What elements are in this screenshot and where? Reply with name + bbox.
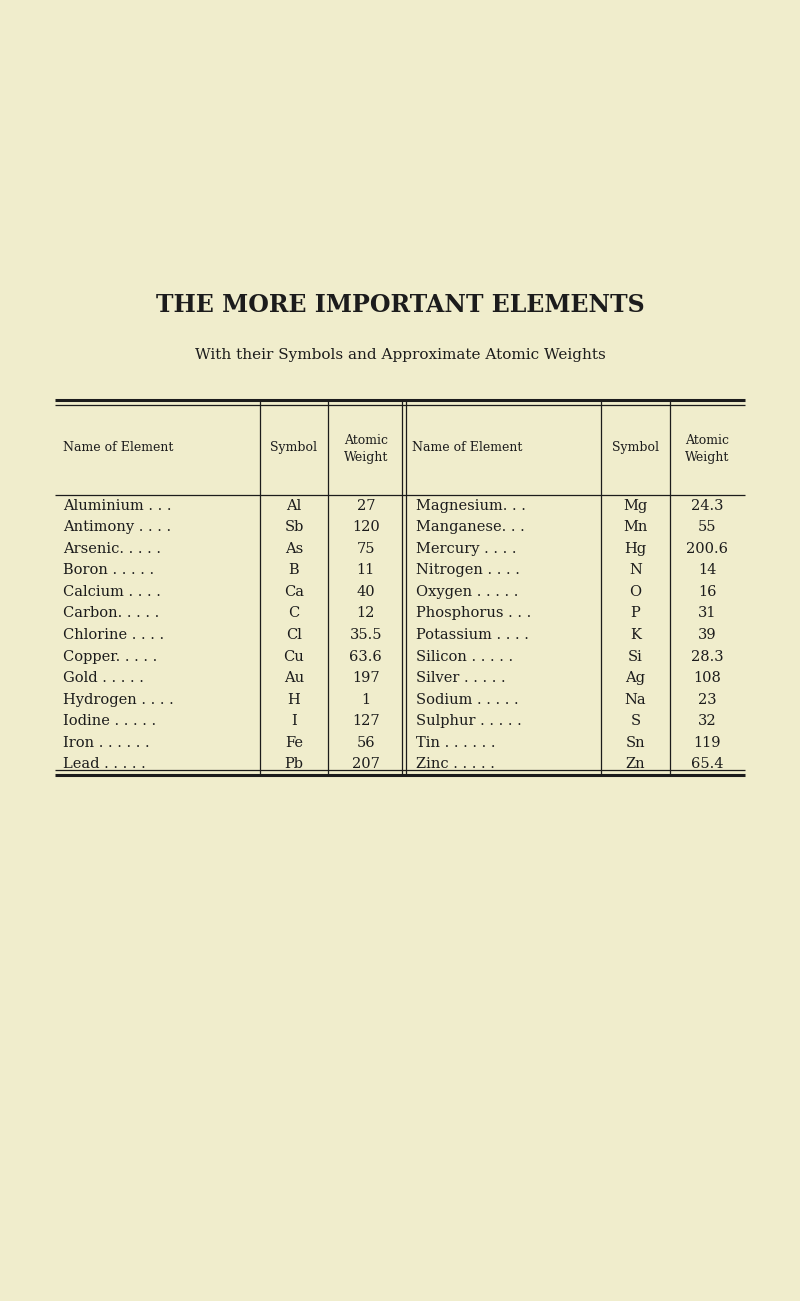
Text: 56: 56 — [357, 735, 375, 749]
Text: Symbol: Symbol — [270, 441, 318, 454]
Text: Magnesium. . .: Magnesium. . . — [415, 498, 526, 513]
Text: Cl: Cl — [286, 628, 302, 641]
Text: Chlorine . . . .: Chlorine . . . . — [63, 628, 164, 641]
Text: 39: 39 — [698, 628, 717, 641]
Text: 127: 127 — [352, 714, 380, 729]
Text: Copper. . . . .: Copper. . . . . — [63, 649, 158, 664]
Text: Pb: Pb — [285, 757, 303, 771]
Text: 119: 119 — [694, 735, 721, 749]
Text: With their Symbols and Approximate Atomic Weights: With their Symbols and Approximate Atomi… — [194, 347, 606, 362]
Text: 108: 108 — [694, 671, 722, 686]
Text: Mn: Mn — [623, 520, 647, 535]
Text: Atomic: Atomic — [344, 435, 388, 448]
Text: 200.6: 200.6 — [686, 541, 728, 556]
Text: Ag: Ag — [626, 671, 646, 686]
Text: Name of Element: Name of Element — [63, 441, 174, 454]
Text: Weight: Weight — [685, 451, 730, 464]
Text: 120: 120 — [352, 520, 380, 535]
Text: 197: 197 — [352, 671, 380, 686]
Text: Aluminium . . .: Aluminium . . . — [63, 498, 171, 513]
Text: O: O — [630, 585, 642, 598]
Text: 40: 40 — [357, 585, 375, 598]
Text: Na: Na — [625, 692, 646, 706]
Text: 12: 12 — [357, 606, 375, 621]
Text: Au: Au — [284, 671, 304, 686]
Text: 35.5: 35.5 — [350, 628, 382, 641]
Text: Si: Si — [628, 649, 643, 664]
Text: Arsenic. . . . .: Arsenic. . . . . — [63, 541, 161, 556]
Text: 11: 11 — [357, 563, 375, 578]
Text: 63.6: 63.6 — [350, 649, 382, 664]
Text: Symbol: Symbol — [612, 441, 659, 454]
Text: 75: 75 — [357, 541, 375, 556]
Text: THE MORE IMPORTANT ELEMENTS: THE MORE IMPORTANT ELEMENTS — [156, 293, 644, 317]
Text: Weight: Weight — [344, 451, 388, 464]
Text: S: S — [630, 714, 641, 729]
Text: Sn: Sn — [626, 735, 646, 749]
Text: B: B — [289, 563, 299, 578]
Text: N: N — [629, 563, 642, 578]
Text: K: K — [630, 628, 641, 641]
Text: P: P — [630, 606, 640, 621]
Text: Manganese. . .: Manganese. . . — [415, 520, 524, 535]
Text: 1: 1 — [362, 692, 370, 706]
Text: Hg: Hg — [624, 541, 646, 556]
Text: Sodium . . . . .: Sodium . . . . . — [415, 692, 518, 706]
Text: Carbon. . . . .: Carbon. . . . . — [63, 606, 159, 621]
Text: Gold . . . . .: Gold . . . . . — [63, 671, 144, 686]
Text: Zinc . . . . .: Zinc . . . . . — [415, 757, 494, 771]
Text: 65.4: 65.4 — [691, 757, 723, 771]
Text: 207: 207 — [352, 757, 380, 771]
Text: C: C — [288, 606, 300, 621]
Text: Boron . . . . .: Boron . . . . . — [63, 563, 154, 578]
Text: 31: 31 — [698, 606, 717, 621]
Text: Silicon . . . . .: Silicon . . . . . — [415, 649, 513, 664]
Text: Mg: Mg — [623, 498, 647, 513]
Text: Antimony . . . .: Antimony . . . . — [63, 520, 171, 535]
Text: Calcium . . . .: Calcium . . . . — [63, 585, 161, 598]
Text: Mercury . . . .: Mercury . . . . — [415, 541, 516, 556]
Text: 27: 27 — [357, 498, 375, 513]
Text: H: H — [288, 692, 300, 706]
Text: 16: 16 — [698, 585, 717, 598]
Text: 55: 55 — [698, 520, 717, 535]
Text: 23: 23 — [698, 692, 717, 706]
Text: Hydrogen . . . .: Hydrogen . . . . — [63, 692, 174, 706]
Text: Tin . . . . . .: Tin . . . . . . — [415, 735, 495, 749]
Text: Iron . . . . . .: Iron . . . . . . — [63, 735, 150, 749]
Text: Potassium . . . .: Potassium . . . . — [415, 628, 529, 641]
Text: Oxygen . . . . .: Oxygen . . . . . — [415, 585, 518, 598]
Text: Zn: Zn — [626, 757, 646, 771]
Text: Al: Al — [286, 498, 302, 513]
Text: 28.3: 28.3 — [691, 649, 723, 664]
Text: Sulphur . . . . .: Sulphur . . . . . — [415, 714, 522, 729]
Text: Name of Element: Name of Element — [411, 441, 522, 454]
Text: Fe: Fe — [285, 735, 303, 749]
Text: Iodine . . . . .: Iodine . . . . . — [63, 714, 156, 729]
Text: Ca: Ca — [284, 585, 304, 598]
Text: I: I — [291, 714, 297, 729]
Text: 24.3: 24.3 — [691, 498, 723, 513]
Text: 32: 32 — [698, 714, 717, 729]
Text: Phosphorus . . .: Phosphorus . . . — [415, 606, 531, 621]
Text: As: As — [285, 541, 303, 556]
Text: 14: 14 — [698, 563, 717, 578]
Text: Nitrogen . . . .: Nitrogen . . . . — [415, 563, 519, 578]
Text: Lead . . . . .: Lead . . . . . — [63, 757, 146, 771]
Text: Cu: Cu — [284, 649, 304, 664]
Text: Silver . . . . .: Silver . . . . . — [415, 671, 506, 686]
Text: Sb: Sb — [284, 520, 304, 535]
Text: Atomic: Atomic — [686, 435, 730, 448]
